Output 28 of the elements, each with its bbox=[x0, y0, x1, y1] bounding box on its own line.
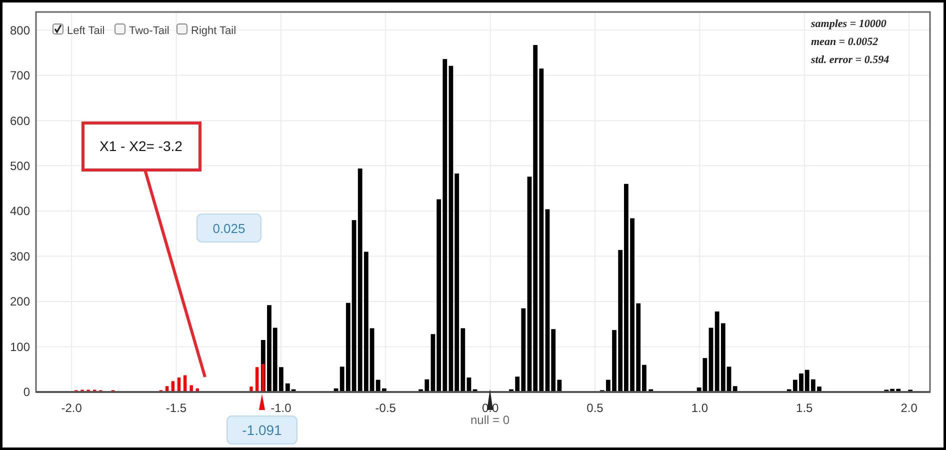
x-tick-label: 2.0 bbox=[900, 401, 918, 415]
y-tick-label: 400 bbox=[10, 204, 30, 218]
annotation: X1 - X2= -3.2 bbox=[100, 138, 183, 154]
annotation: mean = 0.0052 bbox=[811, 36, 879, 48]
annotation: std. error = 0.594 bbox=[810, 54, 890, 66]
y-tick-label: 0 bbox=[23, 385, 30, 400]
y-tick-label: 100 bbox=[10, 340, 30, 354]
x-tick-label: 0.5 bbox=[586, 401, 604, 415]
x-tick-label: 1.0 bbox=[691, 401, 708, 415]
text: -1.091 bbox=[242, 422, 282, 438]
x-tick-label: -1.5 bbox=[166, 401, 187, 415]
y-tick-label: 500 bbox=[10, 159, 30, 174]
annotation: 0.025 bbox=[212, 221, 246, 236]
annotation: Two-Tail bbox=[129, 25, 170, 37]
y-tick-label: 300 bbox=[10, 249, 30, 264]
x-tick-label: -1.0 bbox=[270, 401, 292, 415]
y-tick-label: 800 bbox=[10, 23, 30, 38]
annotation: Left Tail bbox=[67, 25, 105, 37]
x-tick-label: -2.0 bbox=[61, 401, 82, 415]
text: null = 0 bbox=[470, 413, 510, 427]
x-tick-label: 0.0 bbox=[482, 401, 499, 415]
x-tick-label: 1.5 bbox=[796, 401, 814, 415]
y-tick-label: 600 bbox=[10, 114, 30, 128]
annotation: samples = 10000 bbox=[810, 18, 887, 30]
annotation: Right Tail bbox=[191, 25, 236, 37]
y-tick-label: 200 bbox=[10, 294, 30, 309]
y-tick-label: 700 bbox=[10, 68, 30, 83]
x-tick-label: -0.5 bbox=[375, 401, 396, 415]
